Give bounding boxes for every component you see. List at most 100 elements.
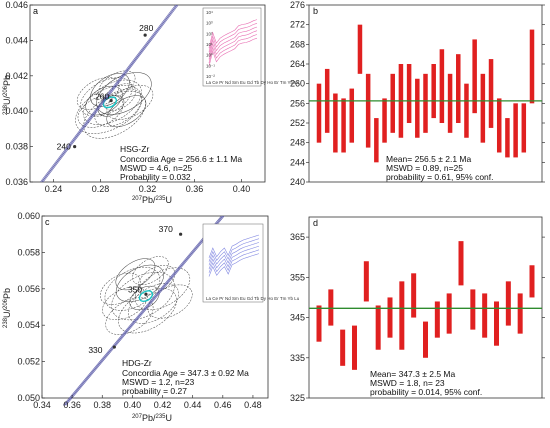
x-tick-label: 0.36 [186,184,204,194]
panel-a-ticks: 0.24 0.28 0.32 0.36 0.40 0.036 0.038 0.040 0.042… [5,0,250,194]
panel-a-sample: HSG-Zr [120,144,149,154]
x-tick-label: 0.32 [139,184,157,194]
x-tick-label: 0.36 [63,400,81,410]
age-error-bar [363,261,369,302]
concordia-age-ellipse [102,96,118,109]
age-error-bar [423,73,428,133]
age-error-bar [472,39,477,114]
panel-d-stat-prob: probability = 0.014, 95% conf. [370,387,482,397]
y-tick-label: 260 [290,79,305,89]
inset-x-tick-labels: La Ce Pr Nd Sm Eu Gd Tb Dy Ho Er Tm Yb L… [206,80,300,85]
data-ellipse [105,297,154,335]
age-error-bar [488,59,494,128]
data-ellipse [147,284,193,319]
inset-y-tick-label: 10³ [206,21,213,26]
panel-c: c 330 350 370 0.34 0.36 0.38 0.40 0.42 0.44 0.46… [2,211,300,423]
panel-c-sample: HDG-Zr [122,358,152,368]
panel-a-stat-age: Concordia Age = 256.6 ± 1.1 Ma [120,154,242,164]
inset-x-tick-labels: La Ce Pr Nd Sm Eu Gd Tb Dy Ho Er Tm Yb L… [206,296,300,301]
age-error-bar [456,54,461,123]
age-error-bar [375,305,381,350]
age-error-bar [529,265,535,298]
ree-pattern-line [208,37,258,67]
inset-y-tick-label: 10⁴ [206,10,213,15]
age-error-bar [333,93,338,153]
inset-y-tick-label: 10⁻² [206,74,215,79]
data-ellipse [134,267,191,311]
x-tick-label: 0.44 [184,400,202,410]
y-tick-label: 0.040 [5,106,28,116]
panel-b-stat-prob: probability = 0.61, 95% conf. [386,172,494,182]
y-tick-label: 325 [290,393,305,403]
ree-pattern-line [208,19,258,49]
panel-c-concordia: 330 350 370 [62,215,225,406]
panel-c-ticks: 0.34 0.36 0.38 0.40 0.42 0.44 0.46 0.48 0.050 0.0… [17,211,261,410]
data-ellipse [132,256,169,285]
panel-a-letter: a [33,6,38,16]
data-ellipse [80,77,133,117]
panel-c-stat-age: Concordia Age = 347.3 ± 0.92 Ma [122,368,249,378]
age-error-bar [470,289,476,330]
concordia-curve [40,4,176,183]
data-ellipse [106,95,147,128]
concordia-age-label: 240 [57,142,71,152]
age-error-bar [340,329,346,366]
age-error-bar [513,103,518,158]
concordia-age-mark [112,345,116,349]
y-tick-label: 264 [290,59,305,69]
concordia-curve [42,4,179,183]
y-tick-label: 0.038 [5,142,28,152]
panel-d: d 325 335 345 355 365 Mean= 347.3 ± 2.5 Ma M… [290,216,545,403]
ree-pattern-line [208,30,258,60]
y-tick-label: 276 [290,0,305,10]
y-tick-label: 335 [290,353,305,363]
age-error-bar [458,241,464,286]
data-ellipse [104,266,161,311]
panel-c-stat-prob: probability = 0.27 [122,386,187,396]
y-tick-label: 0.052 [17,357,40,367]
ree-pattern-line [208,26,258,56]
panel-a-xlabel: 207Pb/235U [132,195,172,205]
data-ellipse [98,70,136,99]
panel-d-ticks: 325 335 345 355 365 [290,232,545,403]
panel-c-ylabel: 238U/206Pb [2,288,12,328]
inset-y-tick-label: 10² [206,31,213,36]
y-tick-label: 0.056 [17,284,40,294]
age-error-bar [521,103,527,153]
panel-b: b 240 244 248 252 256 260 264 268 272 276 Mean= 2… [290,0,545,187]
concordia-curve [62,215,222,406]
data-ellipse [137,265,176,295]
y-tick-label: 0.050 [17,393,40,403]
concordia-age-label: 370 [159,224,173,234]
age-error-bar [439,49,445,123]
y-tick-label: 268 [290,39,305,49]
panel-c-stat-mswd: MSWD = 1.2, n=23 [122,377,195,387]
concordia-age-mark [144,292,148,296]
age-error-bar [431,64,436,119]
age-error-bar [482,293,488,338]
concordia-age-mark [143,33,147,37]
y-tick-label: 272 [290,20,305,30]
panel-c-inset: La Ce Pr Nd Sm Eu Gd Tb Dy Ho Er Tm Yb L… [202,223,300,303]
concordia-age-mark [73,145,77,149]
age-error-bar [365,73,371,148]
ree-pattern-line [208,245,260,270]
concordia-age-label: 260 [95,92,109,102]
age-error-bar [480,73,486,143]
data-ellipse [83,90,146,139]
inset-y-tick-label: 10¹ [206,42,213,47]
inset-y-tick-label: 10⁰ [206,53,213,58]
age-error-bar [411,273,417,318]
x-tick-label: 0.24 [45,184,63,194]
panel-d-stat-mean: Mean= 347.3 ± 2.5 Ma [370,369,456,379]
y-tick-label: 0.046 [5,0,28,10]
age-error-bar [399,281,405,350]
concordia-curve [65,215,225,406]
panel-c-xlabel: 207Pb/235U [132,413,172,423]
data-ellipse [99,272,141,305]
y-tick-label: 0.036 [5,177,28,187]
age-error-bar [349,88,355,143]
y-tick-label: 355 [290,272,305,282]
panel-d-frame [308,216,543,399]
concordia-curve [41,4,178,183]
